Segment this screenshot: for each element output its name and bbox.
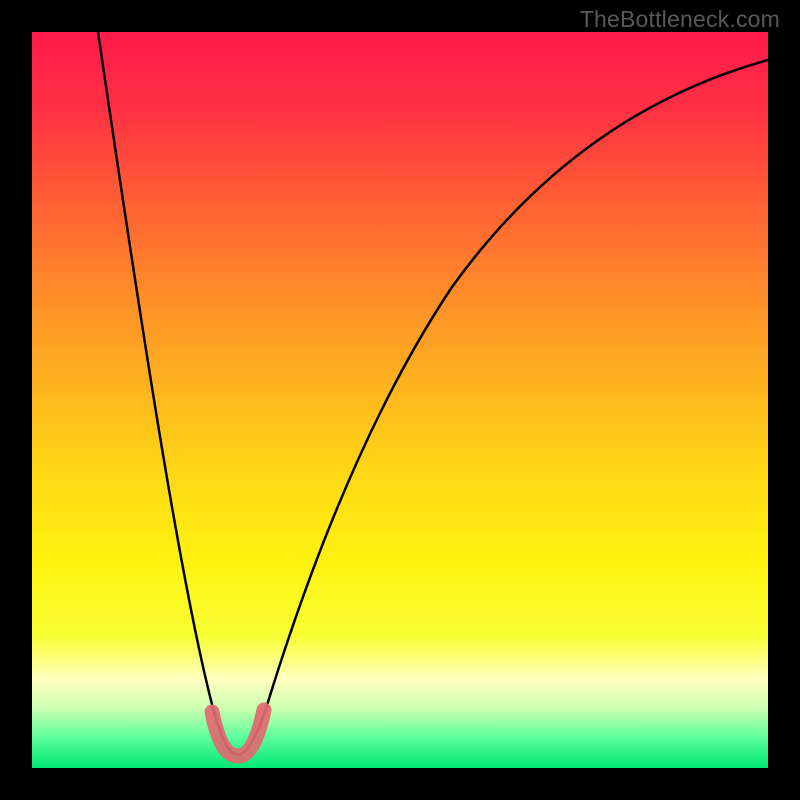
chart-frame <box>32 32 768 768</box>
gradient-background <box>32 32 768 768</box>
bottleneck-chart <box>32 32 768 768</box>
watermark-text: TheBottleneck.com <box>580 6 780 33</box>
